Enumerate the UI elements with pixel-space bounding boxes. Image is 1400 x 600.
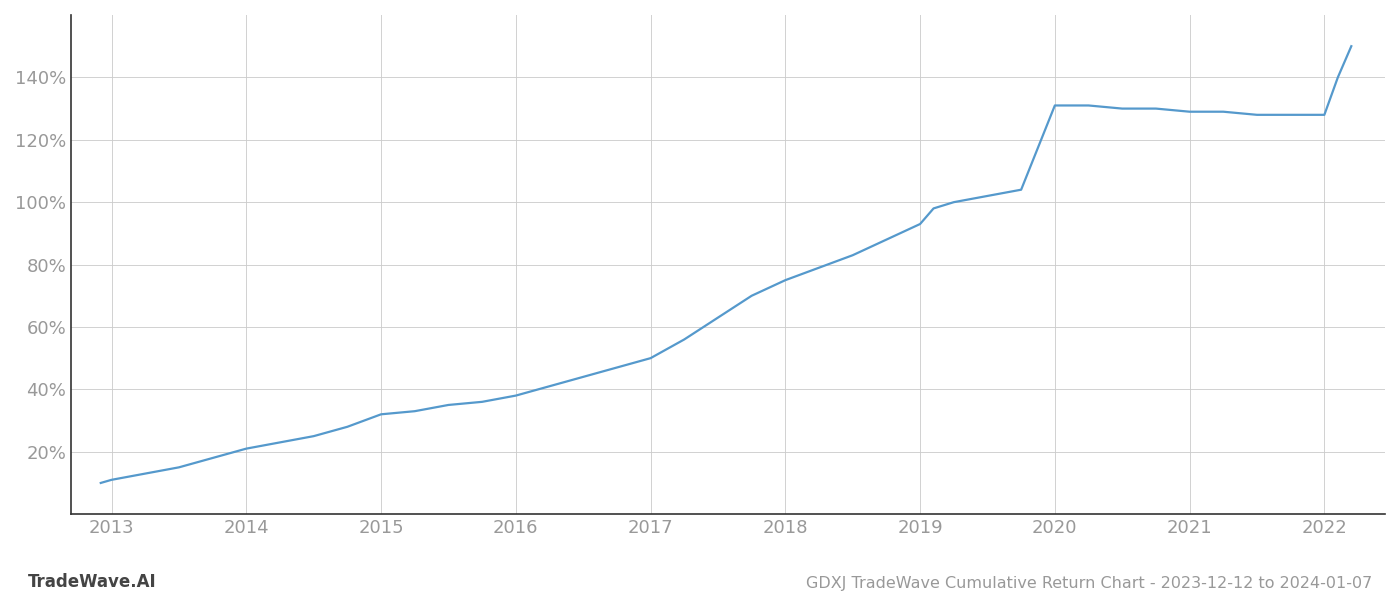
Text: TradeWave.AI: TradeWave.AI (28, 573, 157, 591)
Text: GDXJ TradeWave Cumulative Return Chart - 2023-12-12 to 2024-01-07: GDXJ TradeWave Cumulative Return Chart -… (806, 576, 1372, 591)
